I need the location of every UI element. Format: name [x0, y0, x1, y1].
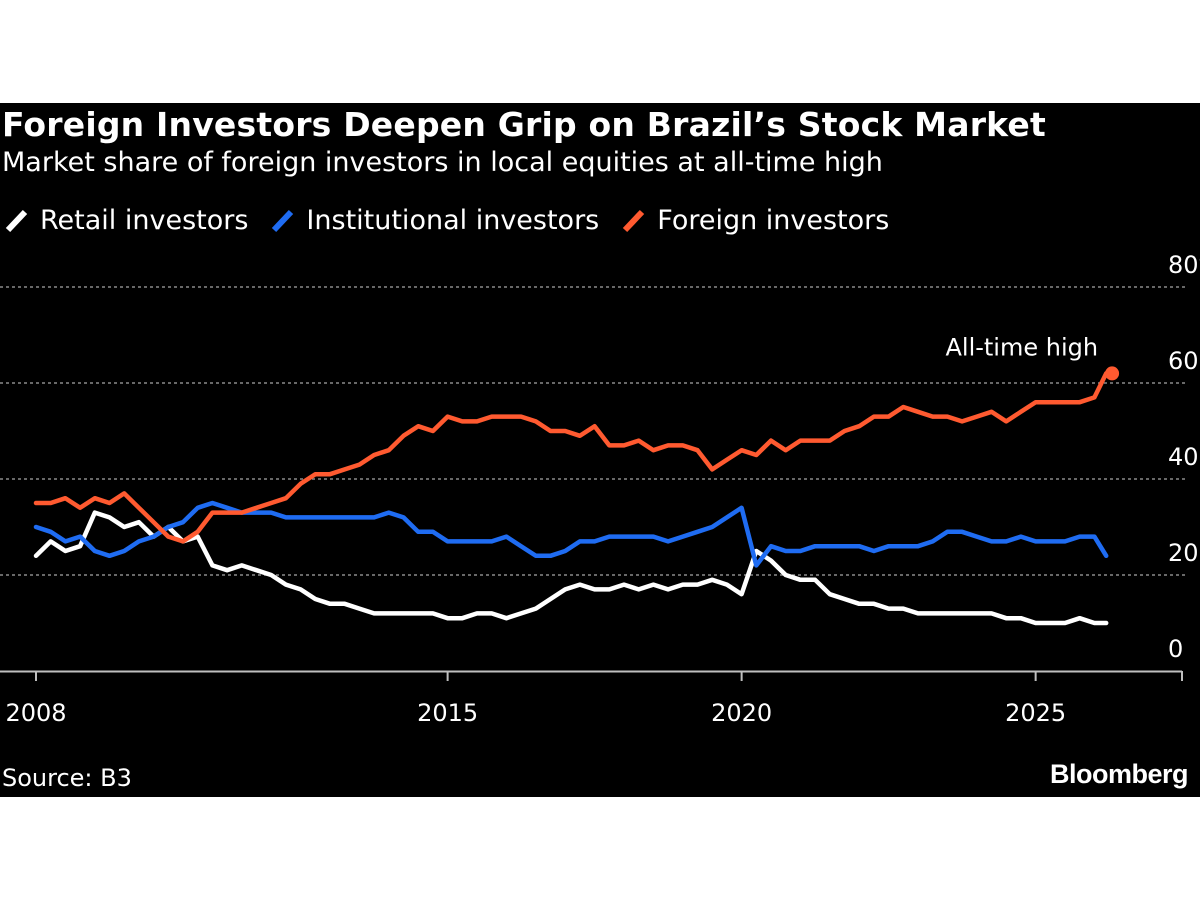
legend-label-foreign: Foreign investors [657, 205, 890, 236]
chart-card: Foreign Investors Deepen Grip on Brazil’… [0, 103, 1200, 797]
y-tick-label-80: 80% [1168, 251, 1200, 279]
legend-swatch-institutional-line [272, 209, 294, 232]
line-chart: 0 20 40 60 80% 2008 2015 2020 2025 All-time high [0, 251, 1200, 726]
legend-swatch-foreign [623, 209, 645, 232]
annotation-label: All-time high [945, 333, 1098, 361]
legend-swatch-foreign-line [623, 209, 645, 232]
x-axis [0, 670, 1183, 681]
series-lines [33, 371, 1109, 626]
chart-legend: Retail investors Institutional investors… [4, 205, 889, 236]
series-line-retail [33, 510, 1109, 626]
chart-subtitle: Market share of foreign investors in loc… [2, 147, 883, 178]
gridlines [0, 286, 1185, 576]
y-tick-label-0: 0 [1168, 635, 1183, 663]
annotation-marker [1105, 366, 1120, 381]
legend-label-institutional: Institutional investors [306, 205, 600, 236]
legend-label-retail: Retail investors [40, 205, 249, 236]
legend-swatch-institutional [272, 209, 294, 232]
y-tick-label-40: 40 [1168, 443, 1199, 471]
y-tick-label-60: 60 [1168, 347, 1199, 375]
series-line-institutional [33, 500, 1109, 568]
source-note: Source: B3 [2, 764, 132, 792]
chart-title: Foreign Investors Deepen Grip on Brazil’… [2, 105, 1046, 144]
x-tick-label-2015: 2015 [417, 699, 478, 726]
legend-item-foreign: Foreign investors [621, 205, 889, 236]
legend-swatch-retail-line [5, 209, 28, 232]
y-tick-label-20: 20 [1168, 539, 1199, 567]
legend-item-retail: Retail investors [4, 205, 248, 236]
series-line-foreign [33, 371, 1109, 544]
x-tick-label-2025: 2025 [1005, 699, 1066, 726]
legend-item-institutional: Institutional investors [270, 205, 599, 236]
bloomberg-logo: Bloomberg [1049, 759, 1189, 789]
axis-labels: 0 20 40 60 80% 2008 2015 2020 2025 [5, 251, 1200, 726]
annotation: All-time high [945, 333, 1120, 381]
x-tick-label-2008: 2008 [5, 699, 66, 726]
legend-swatch-retail [5, 209, 28, 232]
x-tick-label-2020: 2020 [711, 699, 772, 726]
